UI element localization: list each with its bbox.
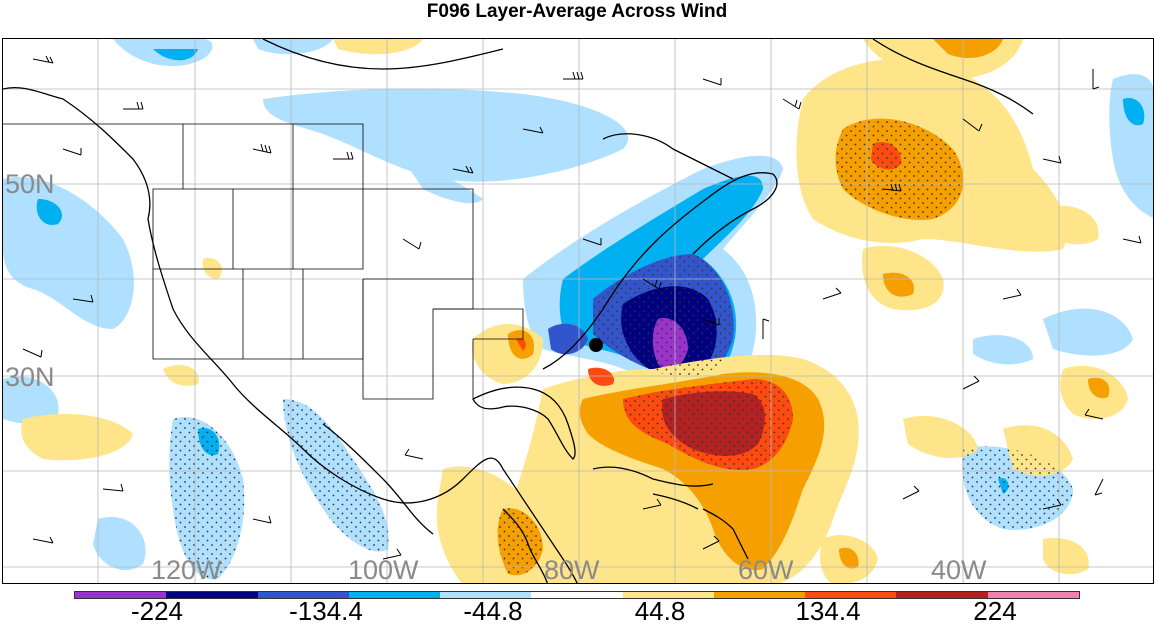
colorbar-segment <box>75 592 167 598</box>
state-borders <box>3 123 524 400</box>
colorbar-label-neg224: -224 <box>130 596 184 626</box>
lon-label-100w: 100W <box>348 555 419 584</box>
lon-label-120w: 120W <box>151 555 222 584</box>
map-panel: 50N 30N 120W 100W 80W 60W 40W <box>2 38 1154 584</box>
colorbar-segment <box>440 592 532 598</box>
storm-center-marker <box>589 338 603 352</box>
coastlines <box>3 39 1034 583</box>
wind-barbs <box>22 55 1142 560</box>
colorbar-segment <box>805 592 897 598</box>
lat-label-50n: 50N <box>5 169 55 199</box>
colorbar-label-pos134: 134.4 <box>795 596 861 626</box>
colorbar-segment <box>166 592 258 598</box>
colorbar-segment <box>622 592 714 598</box>
lon-label-80w: 80W <box>544 555 600 584</box>
colorbar-segment <box>987 592 1079 598</box>
lat-lon-grid <box>3 39 1153 583</box>
lon-label-60w: 60W <box>738 555 794 584</box>
colorbar <box>74 591 1080 599</box>
colorbar-label-neg134: -134.4 <box>289 596 363 626</box>
lat-label-30n: 30N <box>5 362 55 392</box>
map-canvas <box>3 39 1153 583</box>
colorbar-segment <box>713 592 806 598</box>
lon-label-40w: 40W <box>931 555 987 584</box>
colorbar-label-pos44: 44.8 <box>634 596 686 626</box>
colorbar-segment <box>531 592 623 598</box>
colorbar-segment <box>257 592 349 598</box>
colorbar-segment <box>896 592 988 598</box>
colorbar-label-pos224: 224 <box>973 596 1017 626</box>
colorbar-label-neg44: -44.8 <box>463 596 523 626</box>
colorbar-segment <box>348 592 441 598</box>
chart-title: F096 Layer-Average Across Wind <box>426 1 728 22</box>
